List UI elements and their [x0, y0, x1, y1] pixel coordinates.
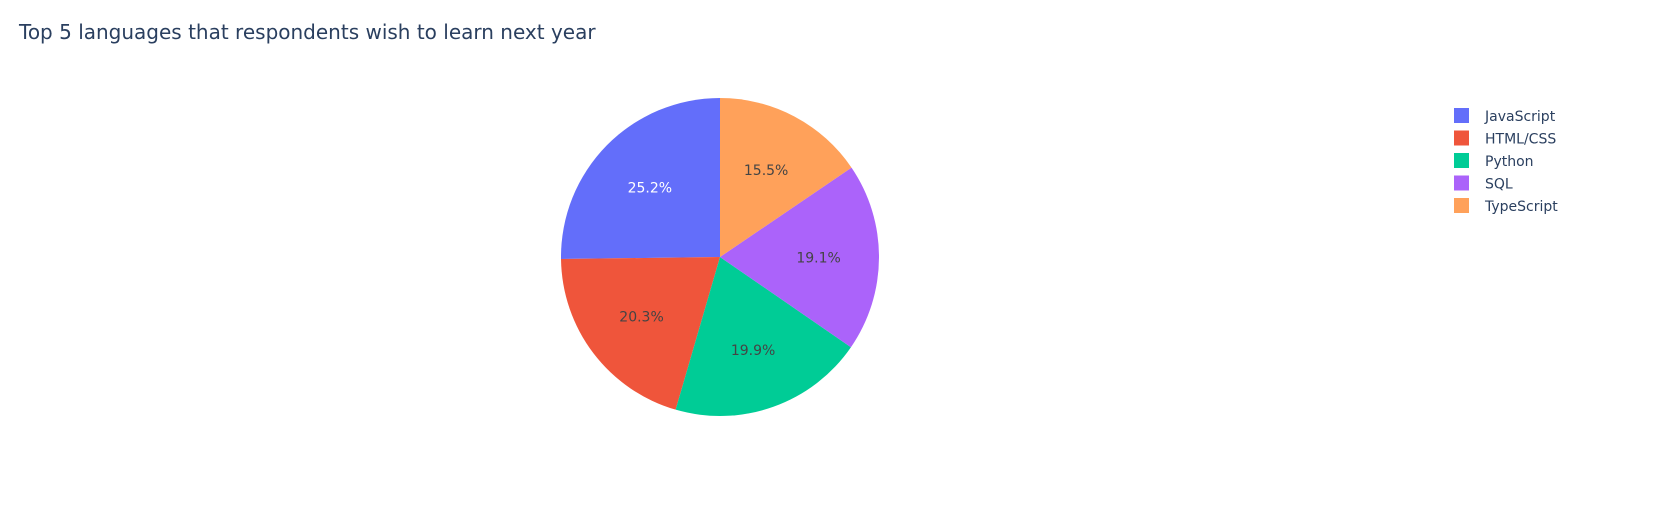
legend-swatch — [1454, 198, 1469, 213]
legend-label: JavaScript — [1484, 109, 1556, 125]
legend: JavaScript HTML/CSS Python SQL TypeScript — [1454, 108, 1558, 215]
legend-item[interactable]: TypeScript — [1454, 198, 1558, 215]
pie-slice-typescript[interactable] — [720, 98, 852, 257]
legend-swatch — [1454, 130, 1469, 146]
slice-label: 15.5% — [744, 163, 788, 179]
slice-label: 20.3% — [619, 310, 663, 326]
slice-label: 25.2% — [628, 181, 672, 197]
legend-swatch — [1454, 153, 1469, 168]
legend-item[interactable]: SQL — [1454, 175, 1513, 193]
legend-label: Python — [1485, 154, 1534, 170]
legend-label: SQL — [1485, 177, 1513, 193]
pie-slice-html-css[interactable] — [561, 257, 720, 410]
pie-slice-python[interactable] — [675, 257, 851, 416]
pie-slice-sql[interactable] — [720, 167, 879, 348]
slice-label: 19.9% — [731, 343, 775, 359]
slice-labels: 25.2% 20.3% 19.9% 19.1% 15.5% — [619, 163, 841, 359]
legend-item[interactable]: Python — [1454, 153, 1534, 170]
pie-slice-javascript[interactable] — [561, 98, 720, 259]
legend-item[interactable]: JavaScript — [1454, 108, 1556, 125]
legend-swatch — [1454, 175, 1469, 191]
legend-label: HTML/CSS — [1485, 132, 1556, 148]
legend-swatch — [1454, 108, 1469, 123]
slice-label: 19.1% — [796, 250, 840, 266]
pie-slices — [561, 98, 879, 416]
legend-item[interactable]: HTML/CSS — [1454, 130, 1556, 148]
legend-label: TypeScript — [1484, 199, 1558, 215]
chart-title: Top 5 languages that respondents wish to… — [18, 20, 596, 44]
